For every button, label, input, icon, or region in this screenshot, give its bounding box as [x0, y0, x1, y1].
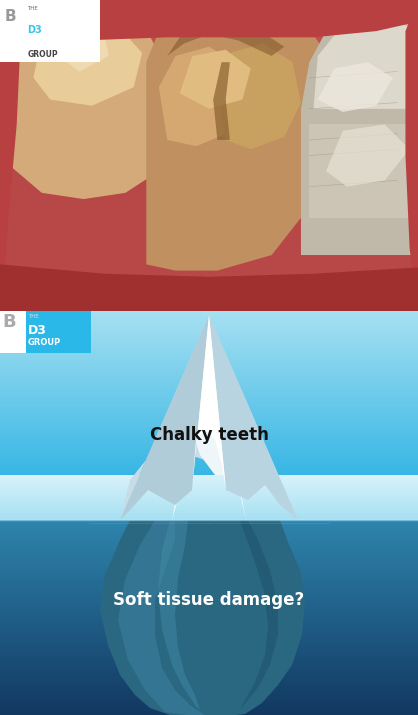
Polygon shape — [240, 520, 278, 710]
Polygon shape — [326, 124, 410, 187]
Polygon shape — [405, 0, 418, 311]
Text: D3: D3 — [28, 324, 47, 337]
Polygon shape — [217, 44, 301, 149]
Polygon shape — [0, 265, 418, 311]
Polygon shape — [158, 520, 200, 710]
Bar — [26, 311, 91, 353]
Polygon shape — [172, 315, 246, 520]
Polygon shape — [167, 16, 284, 56]
Polygon shape — [309, 124, 418, 217]
Polygon shape — [100, 520, 305, 715]
Polygon shape — [33, 19, 142, 106]
Polygon shape — [120, 315, 298, 520]
Text: GROUP: GROUP — [28, 338, 61, 347]
Polygon shape — [0, 0, 21, 311]
Bar — [0, 0, 100, 62]
Polygon shape — [159, 46, 242, 146]
Polygon shape — [0, 0, 418, 87]
Polygon shape — [146, 3, 326, 270]
Text: B: B — [2, 313, 15, 331]
Text: THE: THE — [28, 314, 39, 319]
Bar — [0, 311, 26, 353]
Polygon shape — [209, 315, 298, 520]
Polygon shape — [301, 6, 418, 255]
Text: Soft tissue damage?: Soft tissue damage? — [113, 591, 305, 609]
Polygon shape — [180, 50, 251, 109]
Text: D3: D3 — [27, 25, 42, 35]
Polygon shape — [59, 31, 109, 72]
Polygon shape — [314, 16, 418, 109]
Polygon shape — [0, 0, 418, 41]
Polygon shape — [192, 315, 226, 490]
Text: Chalky teeth: Chalky teeth — [150, 426, 268, 444]
Polygon shape — [120, 315, 209, 520]
Polygon shape — [0, 270, 418, 311]
Polygon shape — [0, 12, 171, 199]
Polygon shape — [318, 62, 393, 112]
Text: B: B — [4, 9, 16, 24]
Text: GROUP: GROUP — [27, 50, 58, 59]
Text: THE: THE — [27, 6, 38, 11]
Polygon shape — [118, 520, 209, 715]
Polygon shape — [213, 62, 230, 140]
